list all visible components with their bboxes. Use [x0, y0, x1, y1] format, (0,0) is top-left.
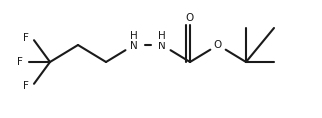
Text: N: N	[130, 41, 138, 51]
Text: H: H	[158, 31, 166, 41]
Text: F: F	[23, 81, 29, 91]
Text: F: F	[23, 33, 29, 43]
Text: O: O	[214, 40, 222, 50]
Text: H: H	[130, 31, 138, 41]
Text: O: O	[186, 13, 194, 23]
Text: N: N	[158, 41, 166, 51]
Text: F: F	[17, 57, 23, 67]
